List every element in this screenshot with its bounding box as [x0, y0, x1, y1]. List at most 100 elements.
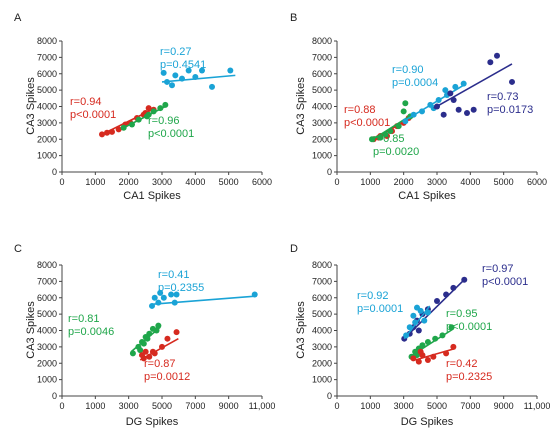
y-tick-label: 7000: [37, 52, 57, 62]
data-point: [487, 59, 494, 66]
data-point: [410, 312, 417, 319]
y-tick-label: 0: [327, 167, 332, 177]
data-point: [464, 110, 470, 117]
y-tick-label: 4000: [312, 102, 332, 112]
panel-c: C 0 1000 2000 3000 4000 5000 6000 7000 8000 0 1000 3…: [14, 243, 275, 428]
data-point: [440, 111, 447, 118]
series-green: r=0.81p=0.0046: [68, 313, 162, 357]
data-point: [434, 298, 440, 305]
x-tick-label: 2000: [119, 177, 139, 187]
data-point: [417, 348, 424, 355]
y-tick-label: 7000: [312, 276, 332, 286]
data-point: [172, 72, 179, 79]
y-tick-label: 1000: [312, 375, 332, 385]
y-tick-label: 3000: [37, 118, 57, 128]
regression-line: [130, 326, 161, 353]
series-red: r=0.42p=0.2325: [410, 343, 492, 383]
data-point: [173, 329, 180, 336]
x-tick-label: 5000: [152, 401, 172, 411]
p-value-label: p<0.0001: [148, 128, 194, 140]
data-point: [410, 355, 417, 362]
p-value-label: p=0.2325: [446, 371, 492, 383]
x-tick-label: 1000: [360, 177, 380, 187]
y-axis-title: CA3 Spikes: [295, 301, 307, 359]
correlation-label: r=0.90: [392, 64, 424, 76]
data-point: [199, 67, 205, 74]
series-cyan: r=0.92p=0.0001: [357, 290, 431, 340]
x-tick-label: 3000: [427, 177, 447, 187]
x-tick-label: 4000: [460, 177, 480, 187]
correlation-label: r=0.97: [482, 263, 514, 275]
x-tick-label: 5000: [427, 401, 447, 411]
data-point: [415, 327, 422, 334]
regression-line: [121, 104, 168, 130]
data-point: [494, 52, 500, 59]
regression-line: [151, 295, 257, 306]
y-axis-title: CA3 Spikes: [25, 301, 37, 359]
x-tick-label: 11,000: [249, 401, 276, 411]
x-tick-label: 7000: [185, 401, 205, 411]
panel-letter: A: [14, 12, 22, 24]
regression-line: [414, 347, 456, 361]
y-tick-label: 4000: [37, 102, 57, 112]
correlation-label: r=0.27: [160, 46, 192, 58]
x-tick-label: 5000: [494, 177, 514, 187]
y-tick-label: 5000: [37, 309, 57, 319]
data-point: [157, 289, 164, 296]
x-axis-title: DG Spikes: [126, 416, 179, 428]
p-value-label: p<0.0001: [344, 117, 390, 129]
x-tick-label: 1000: [85, 177, 105, 187]
panel-letter: C: [14, 243, 22, 255]
panel-letter: D: [290, 243, 298, 255]
series-cyan: r=0.90p=0.0004: [392, 64, 467, 125]
series-navy: r=0.73p=0.0173: [433, 52, 533, 118]
data-point: [209, 83, 215, 90]
y-tick-label: 3000: [312, 342, 332, 352]
x-tick-label: 0: [334, 177, 339, 187]
p-value-label: p=0.2355: [158, 282, 204, 294]
data-point: [424, 356, 431, 363]
y-tick-label: 8000: [312, 36, 332, 46]
panel-b: B 0 1000 2000 3000 4000 5000 6000 7000 8000 0 1000 2…: [290, 12, 547, 202]
data-point: [155, 299, 162, 306]
data-point: [173, 291, 180, 298]
x-tick-label: 5000: [219, 177, 239, 187]
x-axis-title: CA1 Spikes: [398, 190, 456, 202]
y-tick-label: 5000: [312, 309, 332, 319]
y-tick-label: 2000: [312, 134, 332, 144]
data-point: [442, 87, 449, 94]
y-tick-label: 6000: [312, 293, 332, 303]
y-tick-label: 3000: [312, 118, 332, 128]
y-tick-label: 0: [327, 391, 332, 401]
x-tick-label: 3000: [152, 177, 172, 187]
y-tick-label: 2000: [312, 358, 332, 368]
data-point: [151, 294, 158, 301]
correlation-label: r=0.85: [373, 133, 405, 145]
y-tick-label: 8000: [37, 260, 57, 270]
series-cyan: r=0.27p=0.4541: [160, 46, 236, 90]
y-tick-label: 0: [52, 167, 57, 177]
correlation-label: r=0.95: [446, 308, 478, 320]
p-value-label: p=0.0012: [144, 371, 190, 383]
series-green: r=0.96p<0.0001: [120, 101, 194, 140]
y-tick-label: 5000: [37, 85, 57, 95]
data-point: [421, 317, 428, 324]
panel-a: A 0 1000 2000 3000 4000 5000 6000 7000 8000 0 1000 2…: [14, 12, 272, 202]
panel-d: D 0 1000 2000 3000 4000 5000 6000 7000 8000 0 1000 3…: [290, 243, 550, 428]
regression-line: [409, 328, 454, 358]
y-tick-label: 7000: [37, 276, 57, 286]
p-value-label: p=0.4541: [160, 59, 206, 71]
y-tick-label: 2000: [37, 358, 57, 368]
x-tick-label: 9000: [494, 401, 514, 411]
correlation-label: r=0.42: [446, 358, 478, 370]
data-point: [400, 108, 407, 115]
regression-line: [139, 337, 179, 361]
y-tick-label: 0: [52, 391, 57, 401]
correlation-label: r=0.81: [68, 313, 100, 325]
y-tick-label: 1000: [37, 375, 57, 385]
x-tick-label: 0: [334, 401, 339, 411]
p-value-label: p=0.0173: [487, 104, 533, 116]
correlation-label: r=0.87: [144, 358, 176, 370]
data-point: [417, 307, 424, 314]
